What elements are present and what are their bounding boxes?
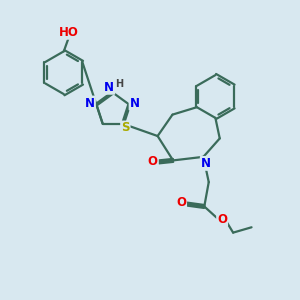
Text: N: N (201, 157, 211, 170)
Text: HO: HO (59, 26, 79, 39)
Text: O: O (217, 213, 227, 226)
Text: S: S (121, 122, 130, 134)
Text: O: O (148, 155, 158, 168)
Text: O: O (176, 196, 186, 209)
Text: N: N (85, 97, 95, 110)
Text: N: N (130, 97, 140, 110)
Text: H: H (115, 79, 123, 89)
Text: N: N (104, 81, 114, 94)
